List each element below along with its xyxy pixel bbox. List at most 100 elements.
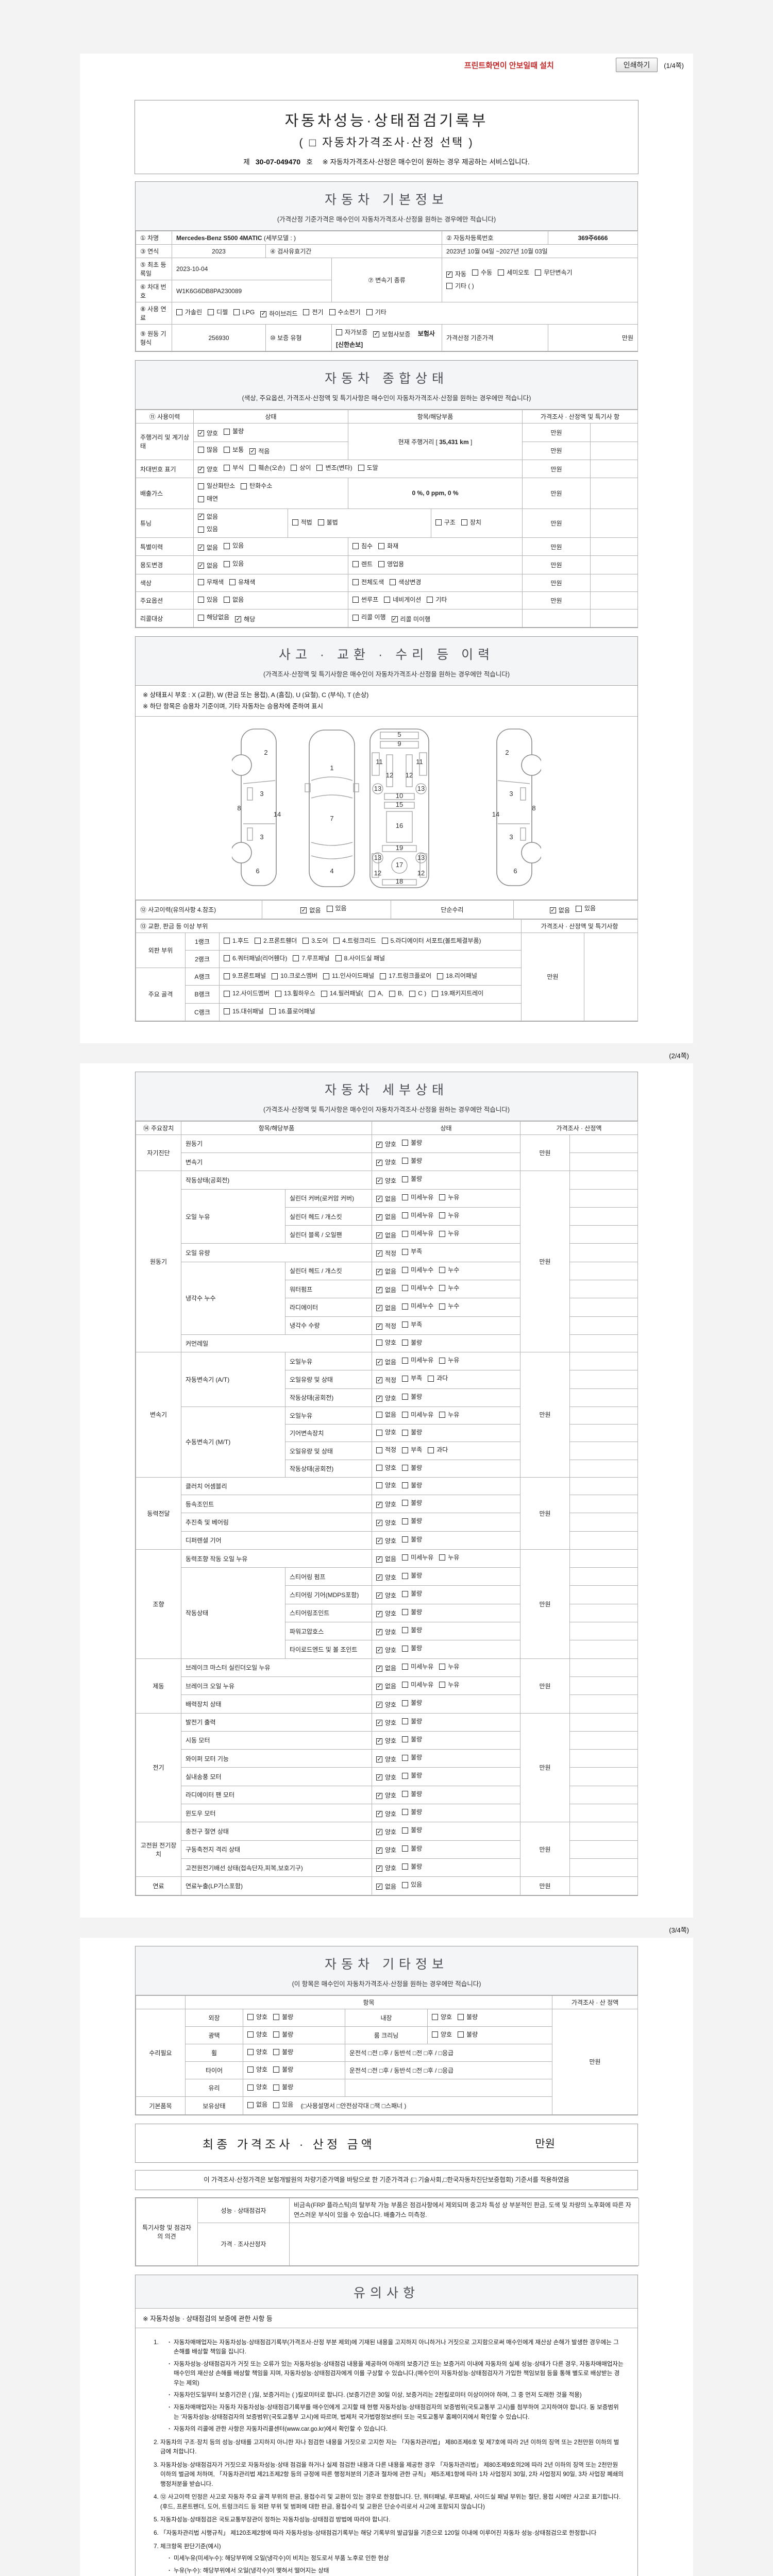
checkbox-option[interactable]: 화재 (378, 540, 398, 552)
checkbox-icon[interactable] (402, 1700, 409, 1706)
checkbox-option[interactable]: ✓ 없음 (549, 905, 570, 917)
checkbox-icon[interactable] (198, 446, 204, 453)
checkbox-option[interactable]: ✓ 없음 (376, 1357, 396, 1368)
checkbox-checked-icon[interactable]: ✓ (376, 1647, 383, 1654)
checkbox-option[interactable]: ✓ 양호 (198, 428, 218, 439)
checkbox-option[interactable]: ✓ 양호 (376, 1790, 396, 1802)
checkbox-option[interactable]: 기타 (366, 307, 386, 318)
checkbox-option[interactable]: 적법 (292, 517, 312, 529)
checkbox-option[interactable]: 불량 (402, 1606, 422, 1618)
checkbox-option[interactable]: 17.트렁크플로어 (380, 970, 431, 982)
checkbox-option[interactable]: ✓ 양호 (376, 1608, 396, 1620)
checkbox-option[interactable]: A, (368, 988, 383, 999)
checkbox-option[interactable]: 누수 (439, 1300, 459, 1312)
checkbox-checked-icon[interactable]: ✓ (198, 430, 204, 437)
checkbox-icon[interactable] (273, 2013, 280, 2020)
checkbox-checked-icon[interactable]: ✓ (376, 1774, 383, 1781)
checkbox-option[interactable]: 탄화수소 (241, 480, 272, 492)
checkbox-checked-icon[interactable]: ✓ (376, 1177, 383, 1184)
checkbox-checked-icon[interactable]: ✓ (260, 311, 267, 317)
checkbox-icon[interactable] (402, 1158, 409, 1164)
checkbox-option[interactable]: ✓ 보험사보증 (373, 329, 410, 341)
checkbox-icon[interactable] (273, 2049, 280, 2056)
checkbox-option[interactable]: 불량 (224, 426, 244, 437)
checkbox-option[interactable]: ✓ 없음 (376, 1230, 396, 1242)
checkbox-option[interactable]: 누유 (439, 1354, 459, 1366)
checkbox-option[interactable]: ✓ 리콜 미이행 (391, 614, 430, 625)
checkbox-option[interactable]: ✓ 양호 (198, 464, 218, 476)
checkbox-icon[interactable] (335, 955, 342, 962)
checkbox-option[interactable]: 무단변속기 (535, 267, 573, 279)
checkbox-option[interactable]: 가솔린 (176, 307, 202, 318)
checkbox-icon[interactable] (224, 938, 230, 944)
checkbox-option[interactable]: 불량 (402, 1824, 422, 1836)
checkbox-icon[interactable] (402, 1429, 409, 1436)
checkbox-icon[interactable] (381, 938, 388, 944)
checkbox-icon[interactable] (368, 990, 375, 997)
checkbox-icon[interactable] (273, 2102, 280, 2108)
checkbox-icon[interactable] (198, 614, 204, 621)
checkbox-icon[interactable] (446, 283, 452, 290)
checkbox-icon[interactable] (409, 990, 416, 997)
checkbox-icon[interactable] (402, 1412, 409, 1418)
checkbox-option[interactable]: 양호 (376, 1480, 396, 1492)
checkbox-checked-icon[interactable]: ✓ (373, 331, 380, 337)
checkbox-icon[interactable] (402, 1845, 409, 1852)
checkbox-option[interactable]: ✓ 없음 (198, 542, 218, 554)
checkbox-option[interactable]: 장치 (461, 517, 481, 529)
checkbox-option[interactable]: 무채색 (198, 577, 224, 588)
checkbox-option[interactable]: ✓ 양호 (376, 1535, 396, 1547)
checkbox-icon[interactable] (439, 1230, 446, 1237)
checkbox-checked-icon[interactable]: ✓ (198, 513, 204, 520)
checkbox-option[interactable]: 미세누유 (402, 1354, 433, 1366)
checkbox-option[interactable]: 영업용 (378, 558, 404, 570)
checkbox-option[interactable]: 불량 (402, 1861, 422, 1873)
checkbox-option[interactable]: ✓ 없음 (376, 1302, 396, 1314)
checkbox-checked-icon[interactable]: ✓ (376, 1556, 383, 1563)
checkbox-checked-icon[interactable]: ✓ (376, 1232, 383, 1239)
print-install-link[interactable]: 프린트화면이 안보일때 설치 (464, 61, 554, 70)
checkbox-option[interactable]: 리콜 이행 (352, 612, 386, 623)
checkbox-option[interactable]: 부족 (402, 1319, 422, 1331)
checkbox-option[interactable]: 미세누유 (402, 1228, 433, 1240)
checkbox-icon[interactable] (402, 1357, 409, 1364)
checkbox-option[interactable]: ✓ 없음 (376, 1284, 396, 1296)
checkbox-option[interactable]: 양호 (376, 1462, 396, 1474)
checkbox-option[interactable]: 8.사이드실 패널 (335, 953, 385, 964)
checkbox-icon[interactable] (269, 1008, 276, 1014)
checkbox-icon[interactable] (333, 938, 340, 944)
checkbox-icon[interactable] (458, 2031, 464, 2038)
checkbox-option[interactable]: 누유 (439, 1228, 459, 1240)
checkbox-option[interactable]: 불량 (273, 2011, 293, 2023)
checkbox-option[interactable]: 세미오토 (498, 267, 529, 279)
checkbox-option[interactable]: 유채색 (229, 577, 255, 588)
checkbox-icon[interactable] (336, 329, 342, 336)
checkbox-icon[interactable] (402, 1321, 409, 1328)
checkbox-icon[interactable] (198, 579, 204, 586)
checkbox-option[interactable]: 누유 (439, 1679, 459, 1691)
checkbox-icon[interactable] (402, 1194, 409, 1200)
checkbox-icon[interactable] (402, 1303, 409, 1310)
checkbox-checked-icon[interactable]: ✓ (198, 466, 204, 473)
checkbox-icon[interactable] (402, 1285, 409, 1292)
checkbox-icon[interactable] (317, 519, 324, 526)
checkbox-option[interactable]: 불량 (402, 1770, 422, 1782)
checkbox-checked-icon[interactable]: ✓ (376, 1810, 383, 1817)
checkbox-checked-icon[interactable]: ✓ (235, 616, 242, 623)
checkbox-icon[interactable] (439, 1664, 446, 1670)
checkbox-option[interactable]: 있음 (576, 903, 596, 914)
checkbox-option[interactable]: ✓ 없음 (300, 905, 321, 917)
checkbox-icon[interactable] (352, 597, 359, 603)
checkbox-icon[interactable] (472, 269, 479, 276)
checkbox-option[interactable]: 적정 (376, 1444, 396, 1456)
checkbox-option[interactable]: 불량 (402, 1391, 422, 1403)
checkbox-checked-icon[interactable]: ✓ (376, 1592, 383, 1599)
checkbox-option[interactable]: ✓ 양호 (376, 1393, 396, 1404)
checkbox-option[interactable]: 보통 (224, 444, 244, 456)
checkbox-option[interactable]: 있음 (224, 540, 244, 552)
checkbox-icon[interactable] (461, 519, 467, 526)
checkbox-option[interactable]: ✓ 양호 (376, 1139, 396, 1150)
checkbox-checked-icon[interactable]: ✓ (376, 1268, 383, 1275)
checkbox-icon[interactable] (402, 1447, 409, 1453)
checkbox-option[interactable]: 양호 (247, 2046, 267, 2058)
